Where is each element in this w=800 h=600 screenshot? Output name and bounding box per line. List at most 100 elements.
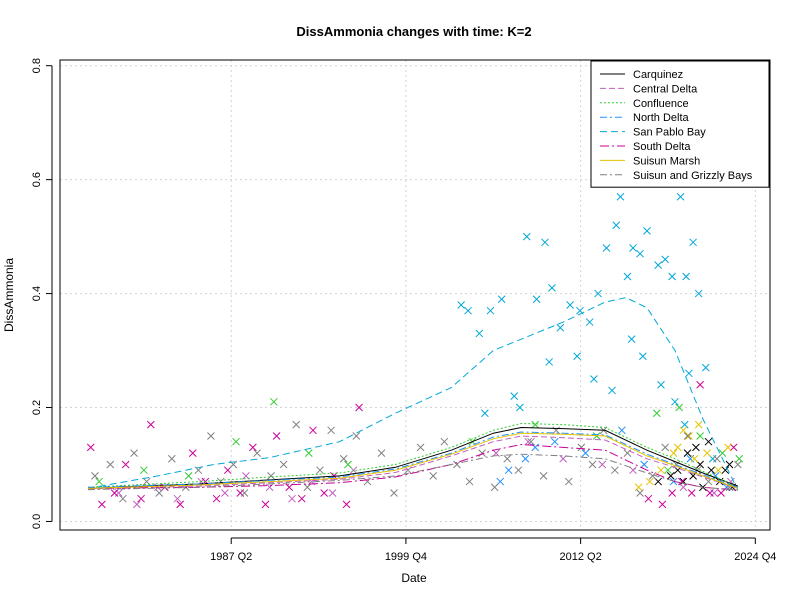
data-point — [328, 489, 337, 497]
data-point — [539, 472, 548, 480]
data-point — [573, 352, 581, 361]
data-point — [221, 489, 229, 497]
data-point — [701, 363, 710, 372]
data-point — [429, 472, 438, 480]
data-point — [98, 500, 106, 509]
trend-line — [87, 297, 739, 491]
y-tick-label: 0.4 — [31, 286, 43, 301]
plot-frame — [59, 59, 771, 531]
data-point — [629, 244, 637, 252]
trend-line — [87, 431, 739, 488]
data-point — [661, 255, 670, 264]
y-axis-title: DissAmmonia — [2, 258, 16, 332]
data-point — [137, 494, 145, 503]
data-point — [687, 489, 696, 497]
x-tick-label: 1987 Q2 — [210, 551, 252, 563]
data-point — [735, 454, 744, 463]
data-point — [188, 449, 197, 457]
data-point — [644, 494, 653, 503]
data-point — [638, 352, 647, 361]
data-point — [721, 466, 730, 475]
data-point — [91, 472, 99, 480]
data-point — [106, 460, 115, 469]
trend-line — [87, 435, 739, 490]
data-point — [173, 494, 182, 503]
data-point — [344, 460, 352, 469]
data-point — [465, 477, 474, 486]
data-point — [602, 244, 611, 252]
data-point — [685, 432, 693, 440]
data-point — [240, 489, 249, 497]
data-point — [680, 420, 689, 429]
data-point — [657, 466, 665, 475]
data-point — [86, 443, 95, 452]
data-point — [627, 335, 636, 344]
data-point — [616, 192, 625, 201]
trend-line — [87, 453, 738, 491]
data-point — [704, 437, 713, 446]
data-point — [548, 284, 556, 292]
data-point — [703, 449, 711, 457]
data-point — [522, 232, 531, 241]
data-point — [342, 500, 351, 509]
data-point — [510, 392, 519, 400]
data-point — [668, 272, 677, 281]
data-point — [478, 449, 486, 457]
trend-line — [87, 426, 739, 489]
data-point — [269, 397, 278, 406]
data-point — [130, 449, 138, 457]
y-tick-label: 0.6 — [31, 172, 43, 187]
data-point — [588, 460, 597, 469]
data-point — [676, 192, 685, 201]
data-point — [636, 489, 644, 497]
data-point — [95, 477, 103, 486]
y-tick-label: 0.2 — [31, 400, 43, 415]
data-point — [692, 443, 700, 452]
chart-title: DissAmmonia changes with time: K=2 — [296, 24, 531, 39]
data-point — [527, 437, 535, 446]
data-point — [611, 466, 619, 475]
data-point — [304, 449, 313, 457]
legend-label: Suisun and Grizzly Bays — [633, 170, 753, 182]
data-point — [694, 420, 703, 429]
data-points — [86, 192, 744, 509]
trend-line — [87, 443, 738, 491]
data-point — [640, 460, 649, 469]
data-point — [634, 483, 643, 492]
data-point — [184, 472, 193, 480]
data-point — [320, 489, 329, 497]
legend-box — [590, 60, 770, 188]
data-point — [658, 500, 667, 509]
data-point — [648, 472, 657, 480]
data-point — [416, 443, 425, 452]
data-point — [675, 403, 684, 412]
data-point — [668, 489, 677, 497]
data-point — [457, 301, 465, 309]
data-point — [661, 443, 670, 452]
data-point — [309, 426, 317, 435]
data-point — [564, 477, 573, 486]
data-point — [524, 437, 533, 446]
data-point — [267, 472, 275, 480]
legend-label: Confluence — [633, 98, 689, 110]
data-point — [608, 386, 616, 395]
data-point — [541, 238, 549, 247]
trend-line — [87, 422, 739, 488]
data-point — [532, 295, 541, 304]
data-point — [272, 432, 281, 440]
data-point — [652, 409, 661, 418]
trend-line — [87, 432, 739, 489]
data-point — [440, 437, 449, 446]
y-tick-label: 0.0 — [31, 514, 43, 529]
data-point — [664, 466, 672, 475]
data-point — [714, 466, 723, 475]
data-point — [232, 437, 240, 446]
data-point — [377, 449, 386, 457]
data-point — [279, 460, 288, 469]
data-point — [355, 403, 363, 412]
data-point — [207, 432, 215, 440]
data-point — [327, 426, 335, 435]
data-point — [504, 466, 513, 475]
data-point — [682, 272, 690, 281]
